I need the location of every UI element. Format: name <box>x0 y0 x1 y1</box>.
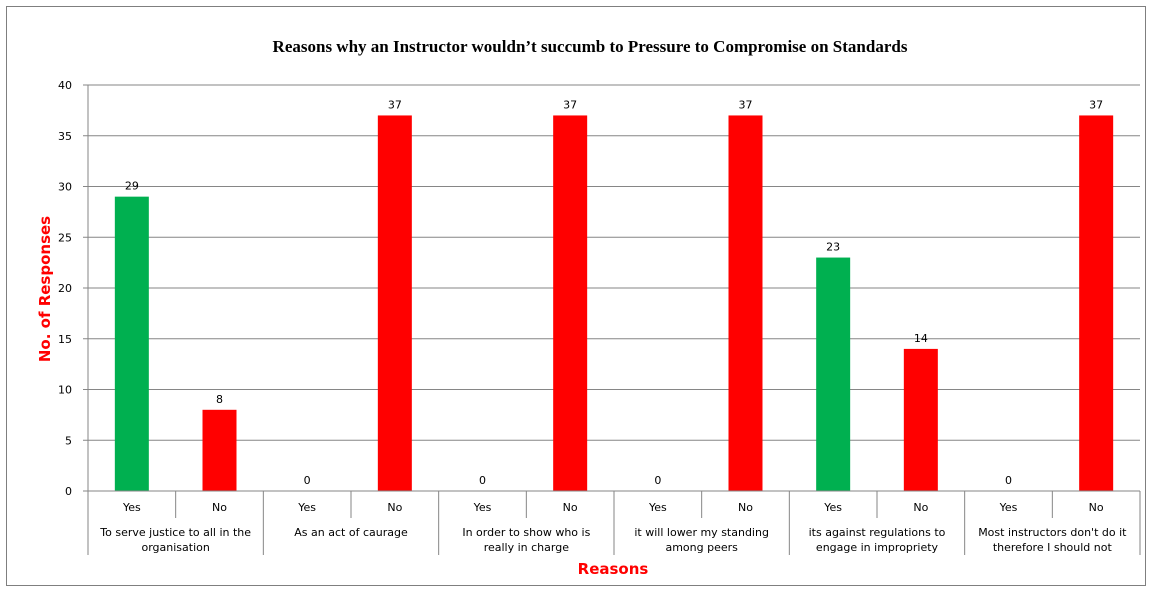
x-tick-label-answer: Yes <box>999 501 1018 514</box>
y-tick-label: 5 <box>65 434 72 447</box>
bar-yes <box>114 196 149 491</box>
data-label: 37 <box>739 98 753 111</box>
bar-yes <box>816 257 851 491</box>
data-label: 37 <box>1089 98 1103 111</box>
data-label: 29 <box>125 180 139 193</box>
reason-label-line: As an act of caurage <box>294 526 408 539</box>
data-label: 8 <box>216 393 223 406</box>
data-label: 0 <box>654 474 661 487</box>
x-tick-label-answer: Yes <box>823 501 842 514</box>
data-label: 14 <box>914 332 928 345</box>
bar-no <box>202 409 237 491</box>
bar-no <box>728 115 763 491</box>
y-tick-label: 25 <box>58 231 72 244</box>
x-tick-label-answer: No <box>563 501 578 514</box>
reason-label-line: In order to show who is <box>462 526 590 539</box>
y-tick-label: 40 <box>58 79 72 92</box>
gridlines <box>88 84 1140 441</box>
y-tick-label: 35 <box>58 130 72 143</box>
reason-label-line: Most instructors don't do it <box>978 526 1127 539</box>
reason-label-line: organisation <box>141 541 209 554</box>
x-tick-label-reason: To serve justice to all in the organisati… <box>99 526 251 554</box>
axes: 0 5 10 15 20 25 30 35 40 Yes No To serve justice to… <box>58 79 1141 555</box>
x-tick-label-answer: No <box>1089 501 1104 514</box>
x-tick-label-answer: No <box>738 501 753 514</box>
bars <box>114 115 1114 491</box>
data-label: 0 <box>479 474 486 487</box>
reason-label-line: among peers <box>665 541 738 554</box>
reason-label-line: its against regulations to <box>809 526 946 539</box>
reason-label-line: engage in impropriety <box>816 541 939 554</box>
bar-no <box>903 348 938 491</box>
reason-label-line: it will lower my standing <box>634 526 769 539</box>
data-label: 23 <box>826 241 840 254</box>
bar-no <box>377 115 412 491</box>
data-label: 0 <box>1005 474 1012 487</box>
x-tick-label-reason: In order to show who is really in charge <box>462 526 590 554</box>
x-tick-label-reason: Most instructors don't do it therefore I … <box>978 526 1127 554</box>
data-label: 37 <box>388 98 402 111</box>
y-tick-label: 0 <box>65 485 72 498</box>
y-tick-label: 15 <box>58 333 72 346</box>
y-tick-label: 30 <box>58 181 72 194</box>
data-label: 37 <box>563 98 577 111</box>
x-tick-label-answer: No <box>212 501 227 514</box>
x-tick-label-answer: No <box>913 501 928 514</box>
y-tick-label: 10 <box>58 384 72 397</box>
x-tick-label-answer: Yes <box>122 501 141 514</box>
reason-label-line: To serve justice to all in the <box>99 526 251 539</box>
x-tick-label-answer: Yes <box>473 501 492 514</box>
data-labels: 29 8 0 37 0 37 0 37 23 14 0 37 <box>125 98 1103 487</box>
y-tick-label: 20 <box>58 282 72 295</box>
x-tick-label-reason: its against regulations to engage in impr… <box>809 526 946 554</box>
x-tick-label-answer: No <box>387 501 402 514</box>
x-tick-label-answer: Yes <box>648 501 667 514</box>
data-label: 0 <box>304 474 311 487</box>
x-tick-label-answer: Yes <box>297 501 316 514</box>
x-tick-label-reason: it will lower my standing among peers <box>634 526 769 554</box>
reason-label-line: really in charge <box>484 541 570 554</box>
x-axis-title: Reasons <box>578 560 649 578</box>
reason-label-line: therefore I should not <box>993 541 1113 554</box>
bar-no <box>1079 115 1114 491</box>
x-tick-label-reason: As an act of caurage <box>294 526 408 539</box>
bar-no <box>553 115 588 491</box>
chart-title: Reasons why an Instructor wouldn’t succu… <box>273 37 908 56</box>
y-axis-title: No. of Responses <box>36 216 54 362</box>
